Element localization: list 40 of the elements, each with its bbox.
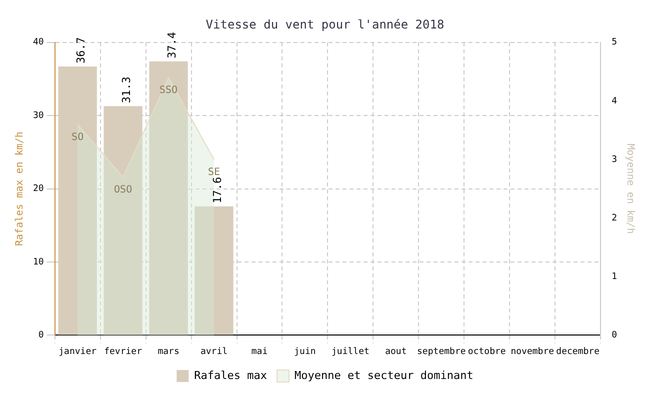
bar bbox=[194, 206, 234, 335]
y-tick-label: 20 bbox=[32, 184, 44, 194]
y2-tick-label: 2 bbox=[612, 213, 618, 224]
x-tick-label: avril bbox=[200, 346, 228, 357]
data-label: 36.7 bbox=[74, 37, 88, 64]
x-tick-label: janvier bbox=[58, 346, 98, 357]
chart-title: Vitesse du vent pour l'année 2018 bbox=[206, 17, 444, 32]
y-axis-title: Rafales max en km/h bbox=[14, 132, 26, 246]
y2-tick-label: 3 bbox=[612, 154, 618, 165]
y2-tick-label: 5 bbox=[612, 38, 618, 48]
annotation: SO bbox=[72, 132, 84, 143]
y2-tick-label: 0 bbox=[612, 330, 618, 341]
data-label: 17.6 bbox=[210, 176, 224, 204]
data-label: 31.3 bbox=[120, 76, 133, 104]
y-tick-label: 10 bbox=[32, 257, 44, 268]
x-tick-label: octobre bbox=[468, 346, 506, 357]
annotation: SE bbox=[208, 167, 220, 178]
x-tick-label: juillet bbox=[331, 346, 370, 357]
x-tick-label: novembre bbox=[510, 346, 554, 357]
annotation: SSO bbox=[160, 85, 178, 96]
annotation: OSO bbox=[114, 184, 132, 196]
y-tick-label: 40 bbox=[32, 38, 44, 48]
x-tick-label: mai bbox=[251, 346, 268, 357]
bar bbox=[58, 66, 97, 335]
x-tick-label: septembre bbox=[417, 346, 466, 357]
bar bbox=[104, 106, 142, 335]
x-tick-label: juin bbox=[294, 346, 316, 357]
x-tick-label: mars bbox=[158, 346, 180, 357]
bar bbox=[149, 61, 188, 335]
x-tick-label: fevrier bbox=[104, 346, 143, 357]
data-label: 37.4 bbox=[165, 32, 178, 58]
y-tick-label: 30 bbox=[32, 110, 44, 121]
y2-tick-label: 1 bbox=[612, 272, 618, 282]
x-tick-label: aout bbox=[385, 346, 407, 357]
x-tick-label: decembre bbox=[556, 346, 600, 357]
y2-tick-label: 4 bbox=[612, 96, 618, 106]
y2-axis-title: Moyenne en km/h bbox=[624, 144, 636, 234]
legend-label: Moyenne et secteur dominant bbox=[294, 368, 474, 382]
y-tick-label: 0 bbox=[38, 330, 44, 341]
legend-label: Rafales max bbox=[194, 368, 268, 382]
